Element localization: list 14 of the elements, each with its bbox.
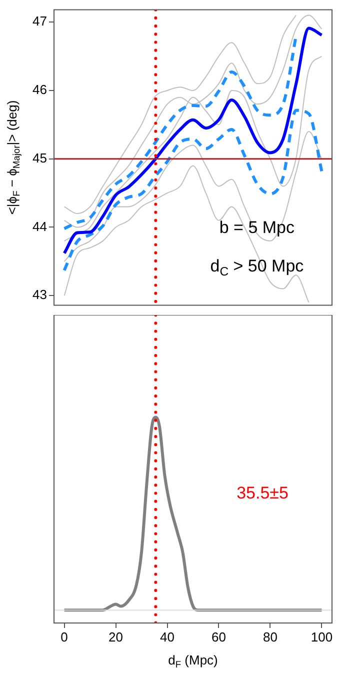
y-tick-label: 45 <box>32 150 47 166</box>
x-tick-label: 80 <box>262 629 278 644</box>
x-tick-label: 60 <box>212 629 226 644</box>
y-tick-label: 43 <box>32 287 47 302</box>
annotation: b = 5 Mpc <box>219 218 295 238</box>
x-tick-label: 20 <box>108 629 124 644</box>
y-tick-label: 44 <box>32 218 47 234</box>
y-tick-label: 46 <box>32 82 47 98</box>
x-tick-label: 40 <box>160 629 174 644</box>
annotation: 35.5±5 <box>236 483 288 502</box>
y-tick-label: 47 <box>32 14 47 29</box>
y-axis-title: <|ϕF − ϕMajor|> (deg) <box>4 100 22 215</box>
x-tick-label: 100 <box>310 629 333 644</box>
x-tick-label: 0 <box>60 629 68 644</box>
